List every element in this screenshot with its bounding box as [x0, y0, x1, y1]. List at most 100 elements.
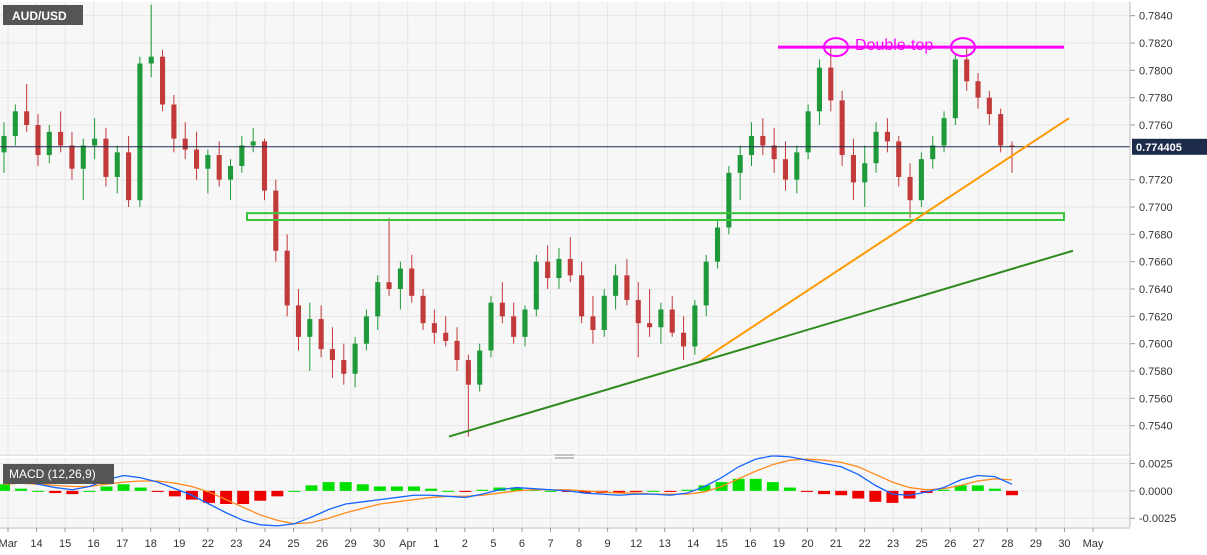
candle-body: [556, 258, 562, 279]
candle-body: [635, 299, 641, 324]
date-tick-label: 23: [230, 538, 242, 550]
candle-body: [363, 316, 369, 344]
candle-body: [907, 176, 913, 201]
candle-body: [227, 166, 234, 180]
candle-body: [329, 349, 335, 361]
symbol-label: AUD/USD: [12, 9, 67, 23]
date-tick-label: 14: [687, 538, 699, 550]
price-tick-label: 0.7600: [1139, 339, 1173, 351]
date-tick-label: 6: [519, 538, 525, 550]
candle-body: [58, 131, 64, 146]
candle-body: [1009, 145, 1015, 147]
macd-histogram-bar: [151, 490, 164, 492]
candle-body: [431, 323, 437, 333]
drawings: Double-top: [0, 37, 1130, 438]
macd-histogram-bar: [886, 490, 899, 503]
candle-body: [341, 360, 347, 374]
candle-body: [601, 295, 607, 330]
macd-histogram-bar: [647, 490, 660, 492]
candle-body: [737, 155, 743, 173]
candle-body: [454, 340, 460, 361]
candle-body: [647, 323, 653, 328]
candle-body: [397, 268, 403, 289]
orange-trendline: [697, 117, 1070, 364]
candle-body: [1, 135, 7, 153]
candle-body: [782, 159, 789, 180]
candle-body: [816, 67, 823, 112]
last-price-tag: [1132, 138, 1207, 155]
candle-body: [137, 63, 143, 201]
candle-body: [873, 131, 879, 164]
candle-body: [193, 149, 200, 169]
candle-body: [284, 250, 290, 306]
macd-histogram-bar: [698, 485, 711, 491]
candle-body: [590, 316, 596, 330]
price-tick-label: 0.7680: [1139, 229, 1173, 241]
date-tick-label: 20: [801, 538, 813, 550]
price-tick-label: 0.7720: [1139, 175, 1173, 187]
macd-histogram-bar: [852, 490, 865, 499]
candle-body: [295, 305, 302, 337]
candle-body: [884, 131, 890, 142]
macd-histogram-bar: [288, 490, 301, 492]
candle-body: [986, 97, 992, 115]
date-tick-label: 26: [316, 538, 328, 550]
date-tick-label: 12: [630, 538, 642, 550]
candle-body: [658, 309, 664, 328]
last-price-label: 0.774405: [1136, 142, 1182, 154]
macd-histogram-bar: [749, 478, 762, 491]
candle-body: [352, 343, 358, 374]
candle-body: [182, 138, 188, 150]
candle-body: [148, 56, 154, 64]
macd-histogram-bar: [613, 490, 626, 494]
candle-body: [69, 145, 75, 169]
date-tick-label: 24: [259, 538, 271, 550]
candle-body: [92, 138, 98, 146]
macd-histogram-bar: [373, 486, 386, 491]
candle-body: [375, 282, 381, 317]
candle-body: [409, 268, 415, 296]
date-tick-label: 2: [462, 538, 468, 550]
date-tick-label: 29: [1030, 538, 1042, 550]
date-tick-label: 30: [1058, 538, 1070, 550]
date-tick-label: 19: [773, 538, 785, 550]
candle-body: [714, 227, 721, 262]
date-tick-label: 27: [973, 538, 985, 550]
macd-histogram-bar: [117, 484, 130, 491]
price-tick-label: 0.7800: [1139, 65, 1173, 77]
price-tick-label: 0.7560: [1139, 393, 1173, 405]
candle-body: [613, 275, 619, 296]
macd-badge: [3, 464, 114, 484]
macd-histogram-bar: [254, 490, 267, 501]
symbol-badge: [3, 5, 83, 25]
double-top-label: Double-top: [855, 37, 933, 54]
date-tick-label: 22: [202, 538, 214, 550]
price-tick-label: 0.7760: [1139, 120, 1173, 132]
candle-body: [522, 309, 528, 337]
date-tick-label: 16: [744, 538, 756, 550]
date-tick-label: 30: [373, 538, 385, 550]
macd-histogram-bar: [510, 487, 523, 491]
candle-body: [918, 159, 924, 201]
candle-body: [420, 295, 426, 324]
candle-body: [703, 261, 709, 306]
price-tick-label: 0.7840: [1139, 11, 1173, 23]
macd-histogram-bar: [305, 485, 318, 491]
candle-body: [239, 145, 245, 166]
candle-body: [941, 118, 947, 146]
macd-label: MACD (12,26,9): [9, 467, 96, 481]
macd-histogram-bar: [32, 490, 45, 492]
macd-histogram-bar: [459, 490, 472, 492]
macd-histogram-bar: [442, 490, 455, 492]
candle-body: [862, 163, 868, 183]
date-tick-label: 23: [887, 538, 899, 550]
macd-histogram-bar: [203, 490, 215, 503]
macd-histogram-bar: [1006, 490, 1018, 496]
candle-body: [160, 56, 166, 105]
date-tick-label: 17: [116, 538, 128, 550]
macd-tick-label: 0.0000: [1139, 486, 1173, 498]
macd-histogram-bar: [100, 486, 113, 491]
date-tick-label: 29: [345, 538, 357, 550]
